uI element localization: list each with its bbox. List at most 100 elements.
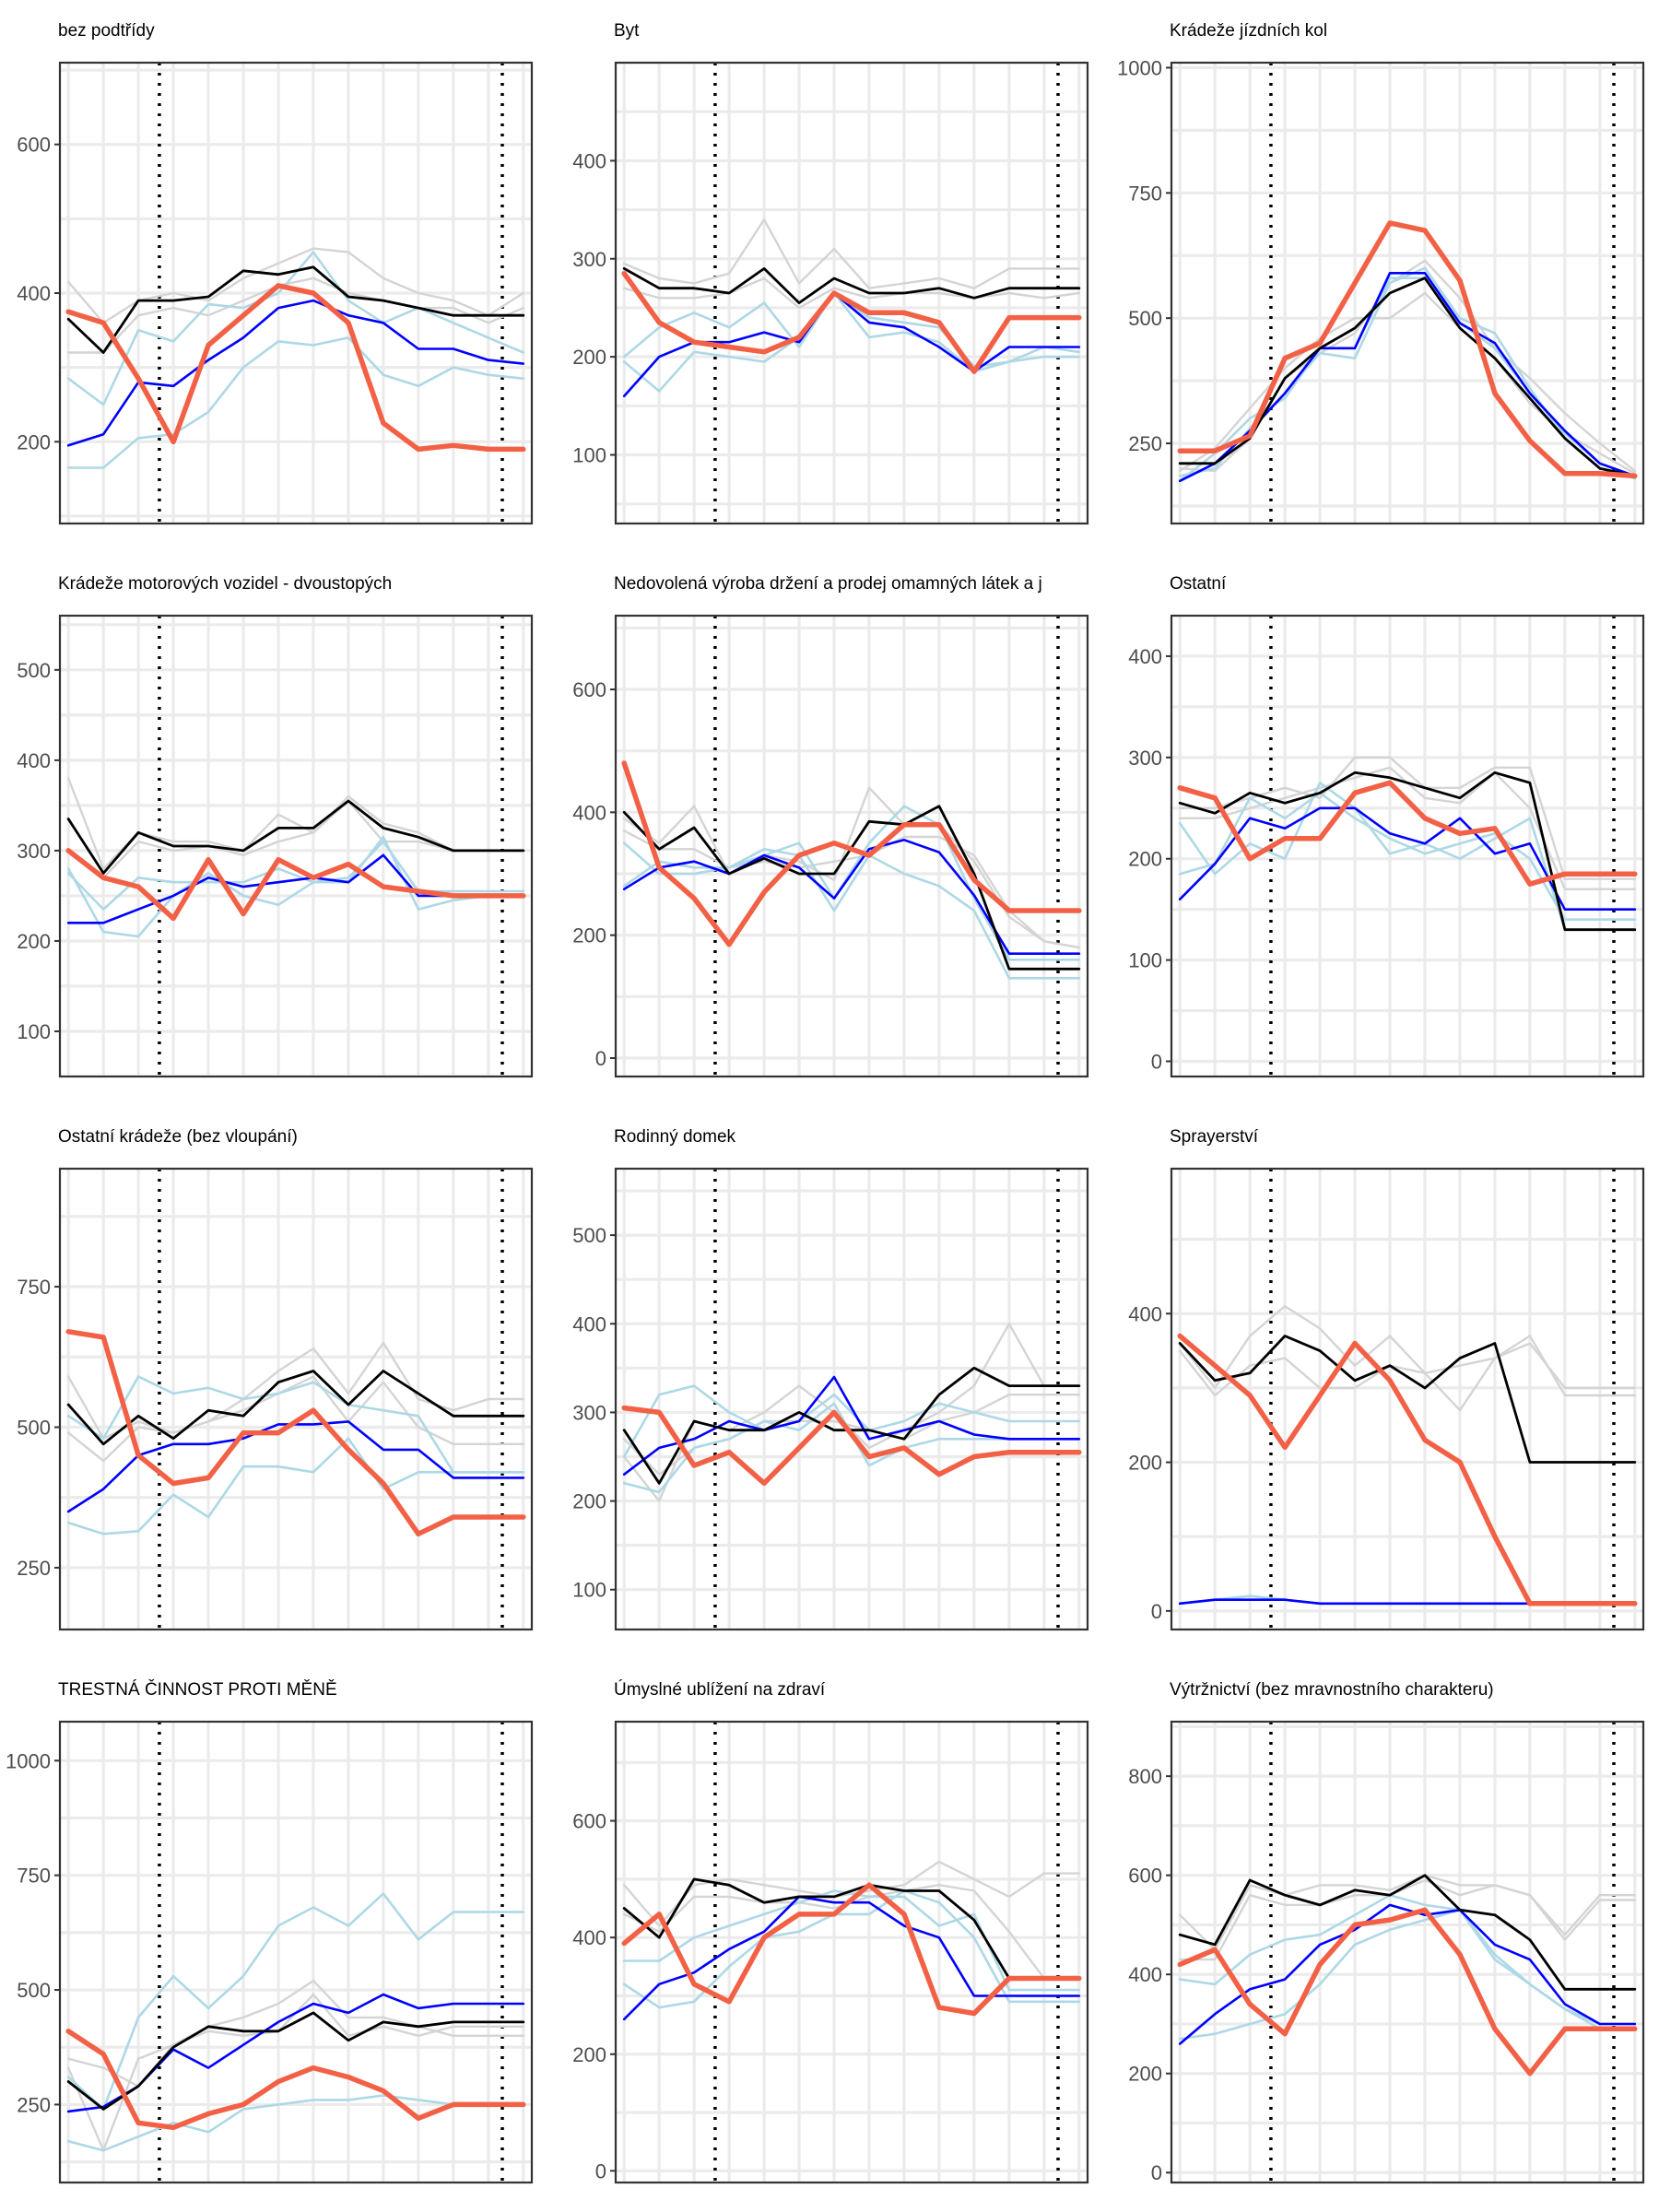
series-lightblue-3 <box>66 2094 525 2152</box>
series-gray-2 <box>1178 1342 1637 1397</box>
series-gray-1 <box>1178 756 1637 880</box>
y-tick-label: 400 <box>572 1312 606 1335</box>
series-blue-5 <box>66 299 525 447</box>
series-lightblue-4 <box>622 1889 1081 1992</box>
series-red-7 <box>65 848 526 922</box>
y-tick-label: 400 <box>572 149 606 172</box>
y-tick-label: 200 <box>1128 1452 1162 1475</box>
series-black-6 <box>66 799 525 875</box>
series-lightblue-4 <box>66 1375 525 1474</box>
series-black-6 <box>622 1366 1081 1485</box>
y-tick-label: 250 <box>17 2093 51 2116</box>
panel-frame <box>1170 61 1645 525</box>
series-lightblue-4 <box>622 1384 1081 1458</box>
series-gray-2 <box>1178 1878 1637 1961</box>
y-tick-label: 0 <box>595 1047 606 1070</box>
panel-frame <box>614 1167 1089 1631</box>
panel-frame <box>1170 1720 1645 2184</box>
panel-title: Výtržnictví (bez mravnostního charakteru… <box>1170 1680 1494 1700</box>
panel-title: Úmyslné ublížení na zdraví <box>614 1679 826 1700</box>
series-lightblue-3 <box>1178 266 1637 480</box>
series-lightblue-3 <box>66 336 525 469</box>
series-red-7 <box>621 760 1082 947</box>
y-tick-label: 0 <box>1151 1051 1162 1074</box>
panel-frame <box>58 1167 534 1631</box>
panel-title: Byt <box>614 21 640 41</box>
series-black-6 <box>66 1370 525 1446</box>
series-blue-5 <box>622 1375 1081 1476</box>
series-red-7 <box>1177 780 1638 887</box>
y-tick-label: 100 <box>1128 949 1162 972</box>
series-gray-1 <box>623 218 1081 289</box>
panel-6: Ostatní 0 100 200 300 400 <box>1128 574 1645 1078</box>
y-tick-label: 400 <box>1128 1963 1162 1986</box>
y-tick-label: 800 <box>1128 1765 1162 1788</box>
series-gray-1 <box>66 1979 524 2088</box>
panel-12: Výtržnictví (bez mravnostního charakteru… <box>1128 1680 1645 2184</box>
panel-10: TRESTNÁ ČINNOST PROTI MĚNĚ 250 500 750 1000 <box>6 1679 534 2184</box>
y-tick-label: 200 <box>1128 848 1162 871</box>
panel-frame <box>614 614 1089 1078</box>
y-tick-label: 400 <box>1128 645 1162 668</box>
series-black-6 <box>622 805 1081 971</box>
y-tick-label: 200 <box>572 924 606 947</box>
series-blue-5 <box>66 853 525 924</box>
y-tick-label: 500 <box>17 1416 51 1439</box>
y-tick-label: 400 <box>572 801 606 824</box>
series-red-7 <box>621 270 1082 374</box>
y-tick-label: 400 <box>17 749 51 772</box>
series-gray-2 <box>66 276 524 354</box>
panel-7: Ostatní krádeže (bez vloupání) 250 500 750 <box>17 1127 534 1631</box>
y-tick-label: 750 <box>17 1276 51 1299</box>
y-tick-label: 600 <box>572 678 606 701</box>
panel-11: Úmyslné ublížení na zdraví 0 200 400 600 <box>572 1679 1089 2184</box>
panel-title: Rodinný domek <box>614 1127 736 1147</box>
series-gray-2 <box>623 830 1081 949</box>
y-tick-label: 600 <box>17 134 51 157</box>
y-tick-label: 500 <box>17 1979 51 2002</box>
y-tick-label: 600 <box>572 1810 606 1833</box>
series-gray-1 <box>1178 1304 1637 1412</box>
panel-3: Krádeže jízdních kol 250 500 750 1000 <box>1117 21 1645 525</box>
y-tick-label: 200 <box>572 1490 606 1513</box>
panel-8: Rodinný domek 100 200 300 400 500 <box>572 1127 1089 1631</box>
panel-title: Krádeže jízdních kol <box>1170 21 1327 41</box>
panel-4: Krádeže motorových vozidel - dvoustopých… <box>17 574 534 1078</box>
series-black-6 <box>1178 1874 1637 1991</box>
series-gray-1 <box>66 1341 524 1440</box>
y-tick-label: 200 <box>17 430 51 453</box>
series-lightblue-4 <box>1178 1893 1637 2026</box>
panel-title: Ostatní <box>1170 574 1227 594</box>
series-blue-5 <box>622 838 1081 955</box>
y-tick-label: 100 <box>572 1579 606 1602</box>
series-lightblue-3 <box>622 841 1081 980</box>
panel-frame <box>58 1720 534 2184</box>
series-lightblue-4 <box>66 835 525 911</box>
series-red-7 <box>65 1329 526 1537</box>
panel-frame <box>614 1720 1089 2184</box>
series-black-6 <box>1178 1335 1637 1464</box>
series-red-7 <box>65 2029 526 2131</box>
panel-2: Byt 100 200 300 400 <box>572 21 1089 525</box>
series-gray-2 <box>66 1375 524 1463</box>
panel-1: bez podtřídy 200 400 600 <box>17 21 534 525</box>
series-blue-5 <box>1178 1903 1637 2045</box>
y-tick-label: 0 <box>595 2159 606 2183</box>
series-black-6 <box>1178 771 1637 932</box>
y-tick-label: 750 <box>1128 182 1162 205</box>
series-black-6 <box>1178 276 1637 477</box>
series-lightblue-4 <box>66 251 525 406</box>
y-tick-label: 300 <box>1128 747 1162 770</box>
panel-title: Krádeže motorových vozidel - dvoustopých <box>58 574 392 594</box>
panel-frame <box>1170 1167 1645 1631</box>
y-tick-label: 500 <box>17 659 51 682</box>
panel-title: bez podtřídy <box>58 21 155 41</box>
y-tick-label: 0 <box>1151 1600 1162 1623</box>
y-tick-label: 200 <box>17 930 51 953</box>
y-tick-label: 1000 <box>1117 56 1162 79</box>
series-lightblue-3 <box>622 1889 1081 2009</box>
y-tick-label: 200 <box>572 2043 606 2066</box>
panel-title: Ostatní krádeže (bez vloupání) <box>58 1127 298 1147</box>
y-tick-label: 200 <box>1128 2063 1162 2086</box>
